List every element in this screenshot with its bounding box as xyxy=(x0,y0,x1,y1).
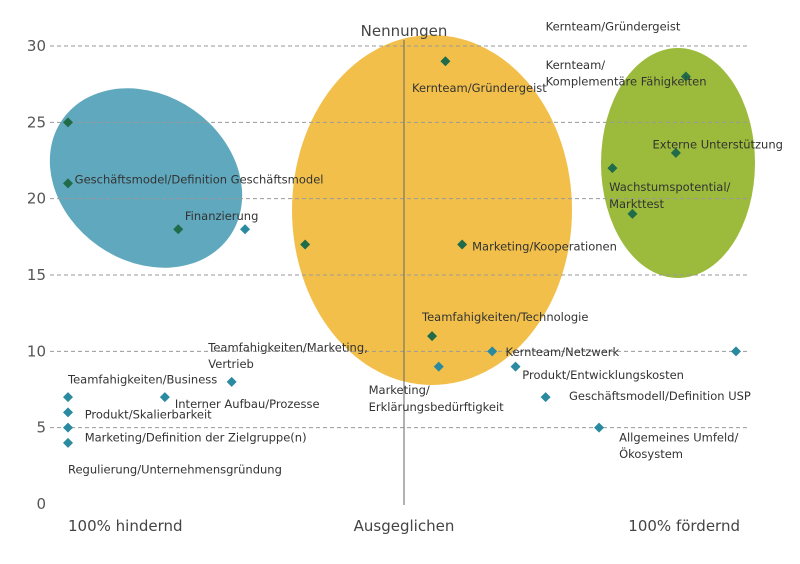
data-point xyxy=(627,208,638,219)
grid-lines xyxy=(50,45,750,429)
data-point xyxy=(594,422,605,433)
point-label: Kernteam/Netzwerk xyxy=(506,345,620,359)
point-label: Kernteam/ xyxy=(546,58,606,72)
y-tick-label: 20 xyxy=(27,190,46,208)
point-label: Allgemeines Umfeld/ xyxy=(619,430,738,444)
point-label: Ökosystem xyxy=(619,445,683,461)
point-label: Kernteam/Gründergeist xyxy=(412,81,547,95)
data-point xyxy=(607,163,618,174)
data-point xyxy=(670,147,681,158)
point-label: Teamfahigkeiten/Technologie xyxy=(421,310,588,324)
y-tick-label: 30 xyxy=(27,37,46,55)
data-point xyxy=(457,239,468,250)
point-label: Wachstumspotential/ xyxy=(609,180,730,194)
data-point xyxy=(300,239,311,250)
point-label: Externe Unterstützung xyxy=(653,137,783,151)
data-point xyxy=(63,407,73,418)
point-label: Geschäftsmodell/Definition USP xyxy=(569,389,751,403)
data-point xyxy=(63,117,73,128)
y-axis-ticks: 0 5 10 15 20 25 30 xyxy=(27,37,46,513)
point-label: Erklärungsbedürftigkeit xyxy=(369,400,505,414)
data-point xyxy=(226,376,237,387)
y-tick-label: 0 xyxy=(36,495,46,513)
x-axis-categories: 100% hindernd Ausgeglichen 100% fördernd xyxy=(68,517,740,535)
y-tick-label: 10 xyxy=(27,342,46,360)
cluster-ellipse-hindernd xyxy=(49,88,243,268)
y-tick-label: 15 xyxy=(27,266,46,284)
point-label: Komplementäre Fähigkeiten xyxy=(546,75,707,89)
data-point xyxy=(427,331,438,342)
point-label: Teamfahigkeiten/Business xyxy=(67,372,217,386)
data-point xyxy=(440,56,451,67)
point-label: Vertrieb xyxy=(208,357,254,371)
data-point xyxy=(487,346,498,357)
x-category-hindernd: 100% hindernd xyxy=(68,517,183,535)
data-points xyxy=(63,56,741,448)
x-category-ausgeglichen: Ausgeglichen xyxy=(354,517,455,535)
data-point xyxy=(173,224,184,235)
data-point xyxy=(63,422,73,433)
point-label: Produkt/Entwicklungskosten xyxy=(522,368,684,382)
point-label: Marketing/Kooperationen xyxy=(472,240,617,254)
point-label: Finanzierung xyxy=(185,209,259,223)
data-point xyxy=(63,392,73,403)
data-point xyxy=(159,392,170,403)
point-label: Marketing/Definition der Zielgruppe(n) xyxy=(85,430,307,444)
point-labels: Geschäftsmodel/Definition Geschäftsmodel… xyxy=(67,20,783,477)
data-point xyxy=(63,437,73,448)
point-label: Marketing/ xyxy=(369,383,430,397)
point-label: Geschäftsmodel/Definition Geschäftsmodel xyxy=(75,172,324,186)
data-point xyxy=(680,71,691,82)
y-tick-label: 5 xyxy=(36,419,46,437)
point-label: Produkt/Skalierbarkeit xyxy=(85,408,212,422)
data-point xyxy=(63,178,73,189)
data-point xyxy=(240,224,251,235)
data-point xyxy=(433,361,444,372)
data-point xyxy=(510,361,521,372)
cluster-ellipse-foerdernd xyxy=(601,48,755,278)
point-label: Kernteam/Gründergeist xyxy=(546,20,681,34)
data-point xyxy=(540,392,551,403)
y-tick-label: 25 xyxy=(27,113,46,131)
chart-title: Nennungen xyxy=(361,22,448,40)
point-label: Teamfahigkeiten/Marketing, xyxy=(207,340,368,354)
point-label: Markttest xyxy=(609,197,664,211)
point-label: Interner Aufbau/Prozesse xyxy=(175,397,320,411)
data-point xyxy=(731,346,741,357)
x-category-foerdernd: 100% fördernd xyxy=(628,517,740,535)
point-label: Regulierung/Unternehmensgründung xyxy=(68,462,282,476)
